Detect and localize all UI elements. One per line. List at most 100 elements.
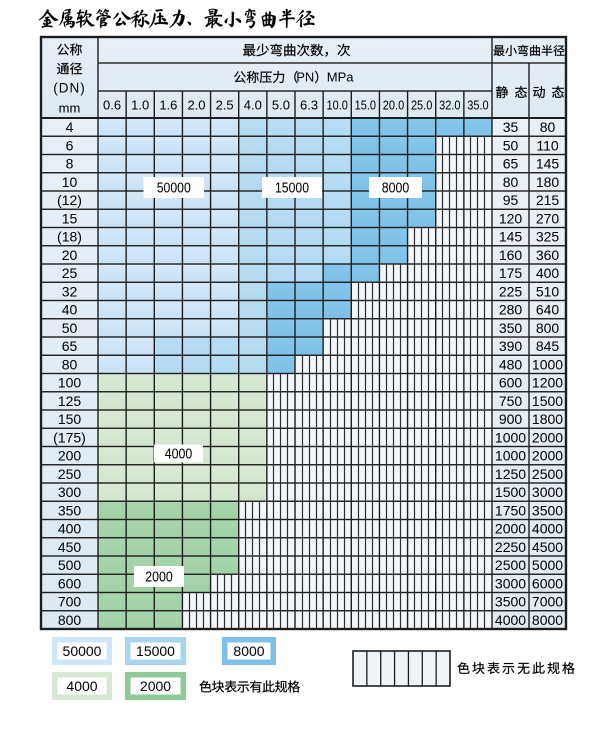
svg-text:800: 800 (58, 612, 82, 628)
svg-text:215: 215 (536, 192, 560, 208)
svg-text:80: 80 (540, 119, 556, 135)
svg-text:50: 50 (62, 320, 78, 336)
svg-text:32.0: 32.0 (439, 97, 460, 112)
svg-text:1000: 1000 (495, 429, 526, 445)
svg-text:900: 900 (499, 411, 523, 427)
svg-text:15.0: 15.0 (355, 97, 376, 112)
svg-text:1500: 1500 (532, 393, 563, 409)
svg-text:250: 250 (58, 466, 82, 482)
svg-text:35: 35 (503, 119, 519, 135)
svg-text:50000: 50000 (157, 181, 191, 197)
svg-text:PN: PN (296, 70, 314, 85)
svg-text:20: 20 (62, 247, 78, 263)
svg-text:200: 200 (58, 448, 82, 464)
svg-text:300: 300 (58, 484, 82, 500)
svg-text:2000: 2000 (140, 678, 171, 694)
svg-text:750: 750 (499, 393, 523, 409)
svg-text:3000: 3000 (495, 575, 526, 591)
svg-text:50000: 50000 (63, 643, 102, 659)
svg-text:800: 800 (536, 320, 560, 336)
svg-text:6: 6 (66, 137, 74, 153)
svg-text:2000: 2000 (495, 521, 526, 537)
svg-text:480: 480 (499, 356, 523, 372)
svg-text:2000: 2000 (532, 429, 563, 445)
svg-text:1000: 1000 (495, 448, 526, 464)
svg-text:0.6: 0.6 (103, 97, 121, 112)
svg-text:1000: 1000 (532, 356, 563, 372)
svg-text:4500: 4500 (532, 539, 563, 555)
svg-text:65: 65 (503, 156, 519, 172)
svg-text:mm: mm (59, 101, 81, 116)
svg-text:4000: 4000 (66, 678, 97, 694)
svg-text:80: 80 (503, 174, 519, 190)
svg-text:510: 510 (536, 283, 560, 299)
svg-text:400: 400 (536, 265, 560, 281)
svg-text:7000: 7000 (532, 594, 563, 610)
svg-text:4000: 4000 (532, 521, 563, 537)
svg-text:(18): (18) (57, 229, 82, 245)
svg-text:600: 600 (499, 375, 523, 391)
svg-text:1750: 1750 (495, 502, 526, 518)
svg-text:2.5: 2.5 (216, 97, 234, 112)
svg-text:6.3: 6.3 (300, 97, 318, 112)
svg-text:50: 50 (503, 137, 519, 153)
svg-text:3500: 3500 (495, 594, 526, 610)
svg-text:125: 125 (58, 393, 82, 409)
svg-text:40: 40 (62, 302, 78, 318)
svg-text:4.0: 4.0 (244, 97, 262, 112)
svg-text:280: 280 (499, 302, 523, 318)
svg-text:2500: 2500 (532, 466, 563, 482)
svg-text:110: 110 (536, 137, 559, 153)
svg-text:95: 95 (503, 192, 519, 208)
svg-text:225: 225 (499, 283, 523, 299)
svg-text:3500: 3500 (532, 502, 563, 518)
svg-text:360: 360 (536, 247, 560, 263)
svg-text:15000: 15000 (136, 643, 175, 659)
svg-text:2000: 2000 (145, 570, 173, 586)
svg-text:(DN): (DN) (53, 81, 86, 96)
svg-text:400: 400 (58, 521, 82, 537)
svg-text:15: 15 (62, 210, 78, 226)
svg-text:8: 8 (66, 156, 74, 172)
svg-text:2.0: 2.0 (187, 97, 205, 112)
svg-text:20.0: 20.0 (383, 97, 404, 112)
svg-text:145: 145 (536, 156, 560, 172)
svg-text:5000: 5000 (532, 557, 563, 573)
svg-text:6000: 6000 (532, 575, 563, 591)
svg-text:450: 450 (58, 539, 82, 555)
svg-text:150: 150 (58, 411, 82, 427)
svg-text:270: 270 (536, 210, 560, 226)
svg-text:35.0: 35.0 (467, 97, 488, 112)
svg-text:4: 4 (66, 119, 74, 135)
svg-text:2500: 2500 (495, 557, 526, 573)
svg-text:8000: 8000 (382, 181, 410, 197)
svg-text:MPa: MPa (327, 70, 355, 85)
svg-text:32: 32 (62, 283, 78, 299)
svg-text:(12): (12) (57, 192, 82, 208)
svg-text:4000: 4000 (165, 447, 193, 463)
svg-text:390: 390 (499, 338, 523, 354)
svg-text:100: 100 (58, 375, 82, 391)
svg-text:3000: 3000 (532, 484, 563, 500)
svg-text:180: 180 (536, 174, 560, 190)
svg-text:65: 65 (62, 338, 78, 354)
svg-text:2000: 2000 (532, 448, 563, 464)
svg-text:2250: 2250 (495, 539, 526, 555)
svg-text:600: 600 (58, 575, 82, 591)
svg-text:350: 350 (58, 502, 82, 518)
svg-text:1800: 1800 (532, 411, 563, 427)
svg-text:1250: 1250 (495, 466, 526, 482)
svg-text:160: 160 (499, 247, 523, 263)
svg-text:175: 175 (499, 265, 523, 281)
svg-text:120: 120 (499, 210, 523, 226)
svg-text:500: 500 (58, 557, 82, 573)
svg-text:8000: 8000 (233, 643, 264, 659)
svg-text:10: 10 (62, 174, 78, 190)
svg-text:5.0: 5.0 (272, 97, 290, 112)
svg-text:350: 350 (499, 320, 523, 336)
svg-text:1200: 1200 (532, 375, 563, 391)
svg-text:15000: 15000 (275, 181, 309, 197)
svg-text:700: 700 (58, 594, 82, 610)
svg-text:325: 325 (536, 229, 560, 245)
svg-text:845: 845 (536, 338, 560, 354)
